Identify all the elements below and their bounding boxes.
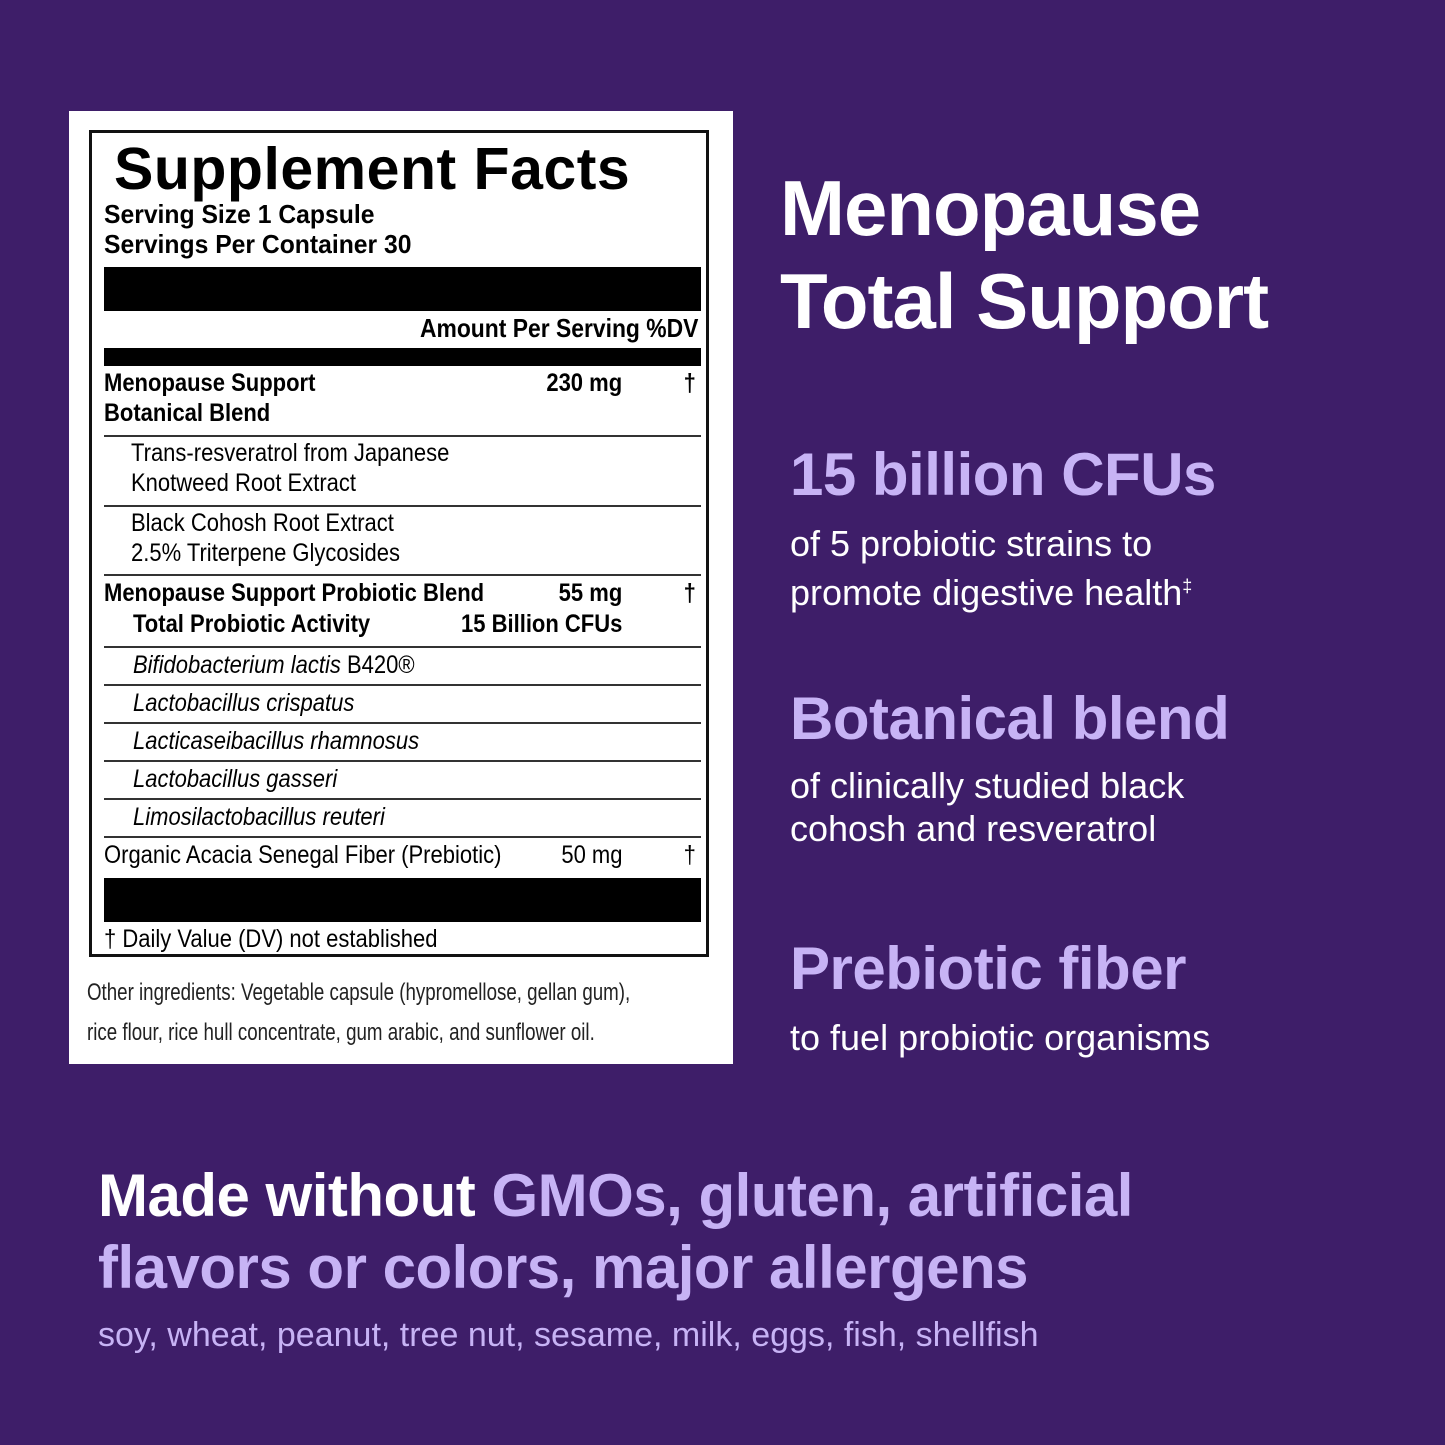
thick-divider	[104, 267, 701, 311]
dagger-mark: †	[683, 841, 696, 869]
ingredient-name-cont: Botanical Blend	[104, 399, 271, 427]
ingredient-name: Menopause Support Probiotic Blend	[104, 579, 485, 607]
allergen-list: soy, wheat, peanut, tree nut, sesame, mi…	[98, 1316, 1039, 1354]
ingredient-amount: 230 mg	[546, 369, 622, 397]
other-ingredients: Other ingredients: Vegetable capsule (hy…	[87, 979, 631, 1046]
divider	[104, 798, 701, 800]
divider	[104, 646, 701, 648]
feature-description: of 5 probiotic strains to promote digest…	[790, 523, 1193, 613]
divider	[104, 722, 701, 724]
feature-title: 15 billion CFUs	[790, 441, 1216, 508]
product-headline: Menopause Total Support	[780, 164, 1269, 345]
supplement-facts-label: Supplement Facts Serving Size 1 Capsule …	[69, 111, 733, 1064]
divider	[104, 684, 701, 686]
probiotic-activity: Total Probiotic Activity	[133, 610, 371, 638]
footnote: † Daily Value (DV) not established	[104, 925, 438, 953]
dagger-mark: †	[683, 579, 696, 607]
ingredient-name-cont: 2.5% Triterpene Glycosides	[131, 539, 401, 567]
divider	[104, 836, 701, 838]
strain-item: Bifidobacterium lactis B420®	[133, 651, 415, 679]
servings-per-container: Servings Per Container 30	[104, 229, 412, 259]
serving-size: Serving Size 1 Capsule	[104, 199, 375, 229]
divider	[104, 435, 701, 437]
strain-item: Lactobacillus crispatus	[133, 689, 355, 717]
ingredient-amount: 55 mg	[558, 579, 622, 607]
strain-item: Lactobacillus gasseri	[133, 765, 338, 793]
ingredient-name: Menopause Support	[104, 369, 316, 397]
made-without-statement: Made without GMOs, gluten, artificial fl…	[98, 1162, 1133, 1301]
feature-title: Prebiotic fiber	[790, 935, 1186, 1002]
amount-header: Amount Per Serving %DV	[419, 313, 698, 343]
ingredient-name: Trans-resveratrol from Japanese	[131, 439, 450, 467]
label-title: Supplement Facts	[114, 136, 631, 202]
ingredient-name: Organic Acacia Senegal Fiber (Prebiotic)	[104, 841, 502, 869]
strain-item: Lacticaseibacillus rhamnosus	[133, 727, 420, 755]
divider	[104, 574, 701, 576]
ingredient-name: Black Cohosh Root Extract	[131, 509, 394, 537]
ingredient-amount: 50 mg	[560, 841, 622, 869]
ingredient-name-cont: Knotweed Root Extract	[131, 469, 357, 497]
probiotic-activity-amount: 15 Billion CFUs	[460, 610, 622, 638]
feature-description: to fuel probiotic organisms	[790, 1017, 1211, 1058]
divider	[104, 760, 701, 762]
label-frame: Supplement Facts Serving Size 1 Capsule …	[89, 130, 709, 957]
thick-divider	[104, 878, 701, 922]
thick-divider	[104, 348, 701, 366]
strain-item: Limosilactobacillus reuteri	[133, 803, 385, 831]
divider	[104, 505, 701, 507]
feature-description: of clinically studied black cohosh and r…	[790, 765, 1185, 849]
feature-title: Botanical blend	[790, 685, 1230, 752]
dagger-mark: †	[683, 369, 696, 397]
